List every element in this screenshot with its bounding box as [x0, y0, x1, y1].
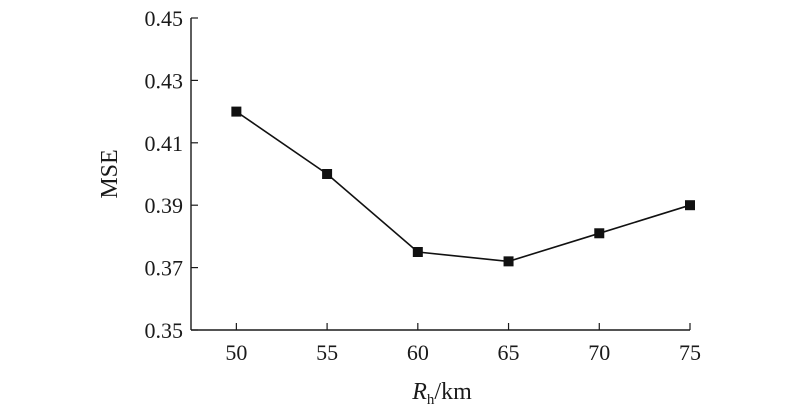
axes — [190, 18, 690, 331]
y-axis-title: MSE — [97, 149, 123, 198]
data-point — [231, 106, 242, 117]
y-tick-label: 0.39 — [145, 193, 184, 218]
data-point — [322, 169, 333, 179]
data-point — [503, 256, 514, 267]
data-point — [685, 200, 695, 211]
data-point — [594, 228, 605, 239]
x-tick-label: 60 — [407, 340, 429, 365]
x-tick-label: 55 — [316, 340, 338, 365]
x-tick-label: 50 — [225, 340, 247, 365]
y-tick-label: 0.43 — [145, 68, 184, 93]
data-point — [412, 247, 423, 257]
y-tick-label: 0.35 — [145, 318, 184, 343]
y-tick-label: 0.45 — [145, 6, 184, 31]
x-tick-label: 75 — [679, 340, 701, 365]
y-tick-label: 0.41 — [145, 131, 184, 156]
series-line — [235, 110, 691, 263]
y-ticks: 0.35 0.37 0.39 0.41 0.43 0.45 — [145, 6, 198, 343]
x-axis-title-unit: /km — [434, 379, 472, 405]
x-axis-title: Rh/km — [411, 379, 472, 408]
x-axis-title-symbol: R — [411, 379, 427, 405]
x-axis-title-subscript: h — [427, 392, 435, 408]
x-ticks: 50 55 60 65 70 75 — [225, 323, 701, 365]
series — [231, 106, 695, 267]
x-tick-label: 70 — [588, 340, 610, 365]
y-tick-label: 0.37 — [145, 256, 184, 281]
x-tick-label: 65 — [498, 340, 520, 365]
